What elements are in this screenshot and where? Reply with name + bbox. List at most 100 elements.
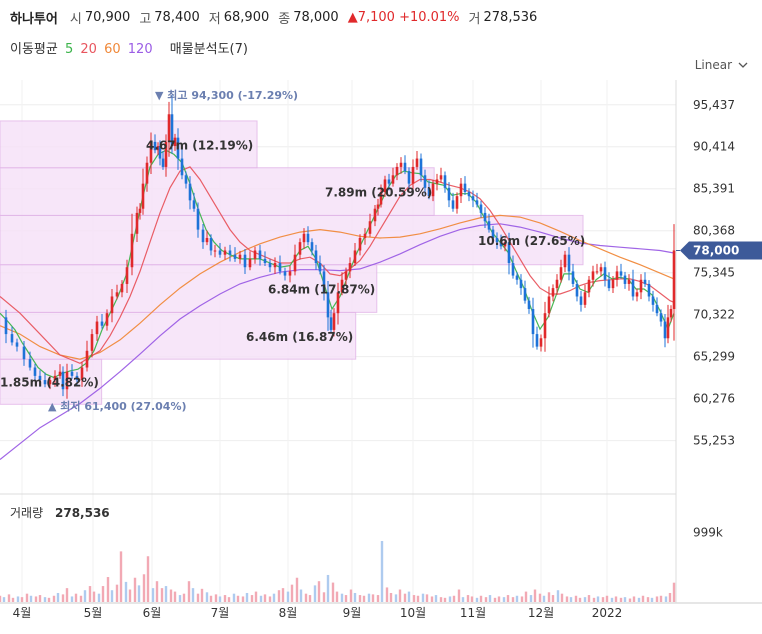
volume-bar bbox=[142, 574, 146, 602]
volume-profile-label[interactable]: 매물분석도(7) bbox=[169, 42, 248, 57]
volume-bar bbox=[259, 595, 263, 602]
volume-bar bbox=[349, 589, 353, 602]
volume-bar bbox=[421, 593, 425, 602]
candle-body bbox=[463, 183, 467, 192]
high-annotation: ▼ 최고 94,300 (-17.29%) bbox=[155, 88, 298, 102]
candle-body bbox=[288, 271, 292, 276]
volume-profile bbox=[0, 120, 584, 405]
candle-body bbox=[583, 292, 587, 305]
price-candles bbox=[4, 95, 676, 399]
volume-bar bbox=[209, 595, 213, 602]
volume-bar bbox=[47, 597, 51, 602]
candle-body bbox=[539, 338, 543, 347]
candle-body bbox=[611, 279, 615, 289]
volume-pane-label: 거래량 bbox=[10, 506, 43, 520]
volume-bar bbox=[542, 595, 546, 602]
candle-body bbox=[555, 279, 559, 289]
candle-body bbox=[575, 283, 579, 297]
candle-body bbox=[507, 242, 511, 264]
volume-bar bbox=[587, 595, 591, 602]
volume-bar bbox=[56, 592, 60, 602]
volume-bar bbox=[457, 589, 461, 602]
candle-body bbox=[635, 292, 639, 297]
candle-body bbox=[22, 346, 26, 360]
volume-bar bbox=[556, 590, 560, 602]
scale-selector[interactable]: Linear bbox=[695, 58, 748, 72]
volume-bar bbox=[380, 540, 384, 602]
candle-body bbox=[471, 196, 475, 201]
candle-body bbox=[639, 279, 643, 293]
candle-body bbox=[519, 279, 523, 289]
volume-bar bbox=[272, 593, 276, 602]
y-tick-label: 90,414 bbox=[693, 140, 735, 154]
candle-body bbox=[475, 200, 479, 205]
volume-profile-label: 4.67m (12.19%) bbox=[146, 138, 253, 152]
volume-bar bbox=[578, 597, 582, 602]
chart-labels: 95,437 90,414 85,391 80,368 75,345 70,322 65,2… bbox=[0, 88, 762, 620]
candle-body bbox=[70, 371, 74, 376]
candle-body bbox=[156, 146, 160, 151]
candle-body bbox=[427, 187, 431, 197]
candle-body bbox=[411, 166, 415, 184]
candle-body bbox=[205, 237, 209, 243]
candle-body bbox=[196, 208, 200, 230]
moving-average-legend[interactable]: 이동평균 5 20 60 120 매물분석도(7) bbox=[10, 38, 251, 57]
volume-bar bbox=[286, 591, 290, 602]
volume-bar bbox=[668, 592, 672, 602]
volume-profile-label: 7.89m (20.59%) bbox=[325, 186, 432, 200]
candle-body bbox=[173, 137, 177, 147]
volume-bar bbox=[74, 593, 78, 602]
candle-body bbox=[415, 158, 419, 167]
volume-label: 거 bbox=[468, 11, 481, 27]
candle-body bbox=[527, 300, 531, 310]
volume-bar bbox=[277, 590, 281, 602]
volume-bar bbox=[614, 596, 618, 602]
volume-bar bbox=[358, 595, 362, 602]
candle-body bbox=[233, 254, 237, 259]
volume-bar bbox=[241, 596, 245, 602]
candle-body bbox=[258, 250, 262, 259]
ma-20[interactable]: 20 bbox=[80, 42, 97, 57]
volume-bar bbox=[326, 574, 330, 602]
x-tick-label: 10월 bbox=[400, 606, 426, 620]
candle-body bbox=[647, 283, 651, 297]
candle-body bbox=[631, 279, 635, 297]
ma-60[interactable]: 60 bbox=[104, 42, 121, 57]
volume-axis-label: 999k bbox=[693, 526, 723, 540]
volume-bar bbox=[317, 581, 321, 602]
candle-body bbox=[467, 192, 471, 197]
candle-body bbox=[180, 158, 184, 176]
candle-body bbox=[322, 271, 326, 293]
stock-name: 하나투어 bbox=[10, 11, 58, 27]
volume-value: 278,536 bbox=[483, 9, 538, 25]
open-label: 시 bbox=[69, 11, 82, 27]
volume-bar bbox=[128, 589, 132, 602]
ma-120[interactable]: 120 bbox=[127, 42, 153, 57]
candle-body bbox=[451, 200, 455, 209]
volume-bar bbox=[672, 582, 676, 602]
volume-bar bbox=[263, 594, 267, 602]
volume-bar bbox=[493, 597, 497, 602]
candle-body bbox=[495, 237, 499, 243]
candle-body bbox=[149, 141, 153, 163]
open-value: 70,900 bbox=[84, 9, 131, 25]
candle-body bbox=[278, 263, 282, 272]
candle-body bbox=[243, 254, 247, 268]
candle-body bbox=[336, 292, 340, 314]
candle-body bbox=[58, 371, 62, 376]
x-tick-label: 6월 bbox=[143, 606, 162, 620]
volume-profile-bar bbox=[0, 120, 258, 169]
volume-bar bbox=[214, 594, 218, 602]
candle-body bbox=[130, 233, 134, 268]
volume-bar bbox=[83, 590, 87, 602]
y-tick-label: 55,253 bbox=[693, 434, 735, 448]
volume-bar bbox=[574, 595, 578, 602]
y-tick-label: 80,368 bbox=[693, 224, 735, 238]
ma-5[interactable]: 5 bbox=[64, 42, 74, 57]
candle-body bbox=[344, 271, 348, 280]
volume-bar bbox=[398, 589, 402, 602]
volume-bar bbox=[115, 584, 119, 602]
candle-body bbox=[188, 183, 192, 201]
candle-body bbox=[563, 254, 567, 268]
